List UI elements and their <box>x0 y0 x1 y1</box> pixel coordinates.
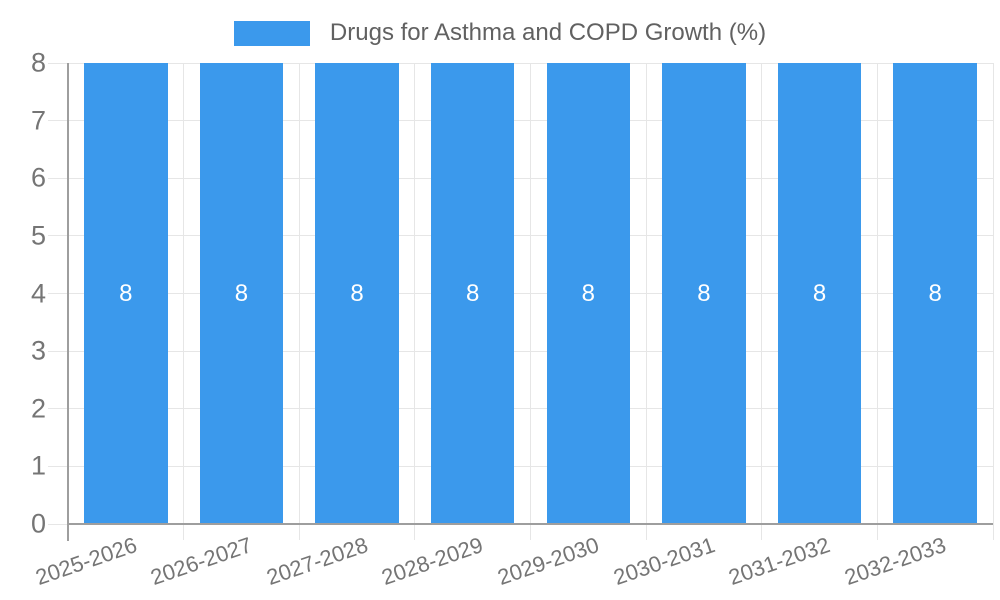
bar-2028-2029[interactable]: 8 <box>430 63 515 524</box>
bar-value-label: 8 <box>581 279 595 307</box>
x-axis-line <box>68 523 993 525</box>
y-axis-tick-label: 1 <box>30 450 46 481</box>
bar-value-label: 8 <box>697 279 711 307</box>
bar-2031-2032[interactable]: 8 <box>777 63 862 524</box>
bar-value-label: 8 <box>234 279 249 307</box>
y-gridline <box>48 177 993 179</box>
x-axis-tick-label: 2026-2027 <box>147 532 256 590</box>
y-axis-tick-label: 8 <box>30 47 46 78</box>
x-axis-tick-label: 2028-2029 <box>378 532 487 590</box>
y-axis-line <box>67 63 69 541</box>
bar-value-label: 8 <box>928 279 942 307</box>
y-gridline <box>48 465 993 467</box>
x-axis-tick-label: 2025-2026 <box>32 532 140 590</box>
x-gridline <box>298 63 300 540</box>
y-gridline <box>48 62 993 64</box>
x-gridline <box>992 63 994 540</box>
legend-series-label: Drugs for Asthma and COPD Growth (%) <box>329 19 767 46</box>
chart-legend[interactable]: Drugs for Asthma and COPD Growth (%) <box>0 19 1000 47</box>
y-gridline <box>48 408 993 410</box>
bar-2032-2033[interactable]: 8 <box>893 63 977 524</box>
bar-2025-2026[interactable]: 8 <box>84 63 168 524</box>
x-axis-tick-label: 2030-2031 <box>610 532 718 590</box>
x-axis-tick-label: 2027-2028 <box>263 532 371 590</box>
y-gridline <box>48 350 993 352</box>
y-axis-tick-label: 3 <box>30 335 46 366</box>
x-gridline <box>876 63 878 540</box>
y-axis-tick-label: 0 <box>30 508 46 539</box>
y-axis-tick-label: 6 <box>30 162 46 193</box>
y-axis-tick-label: 5 <box>30 220 46 251</box>
x-axis-tick-label: 2031-2032 <box>725 532 834 590</box>
x-gridline <box>761 63 763 540</box>
y-gridline <box>48 293 993 294</box>
y-axis-tick-label: 2 <box>30 393 46 424</box>
bar-value-label: 8 <box>466 279 480 307</box>
bar-value-label: 8 <box>119 279 133 307</box>
bar-2027-2028[interactable]: 8 <box>315 63 399 524</box>
bar-2026-2027[interactable]: 8 <box>199 63 284 524</box>
x-gridline <box>530 63 531 540</box>
bar-2029-2030[interactable]: 8 <box>546 63 631 524</box>
x-gridline <box>183 63 185 540</box>
bar-value-label: 8 <box>350 279 364 307</box>
x-gridline <box>414 63 416 540</box>
y-gridline <box>48 120 993 122</box>
x-gridline <box>645 63 647 540</box>
y-axis-tick-label: 7 <box>30 105 46 136</box>
bar-2030-2031[interactable]: 8 <box>662 63 746 524</box>
legend-swatch-icon <box>233 20 310 46</box>
x-axis-tick-label: 2032-2033 <box>841 532 950 590</box>
bar-value-label: 8 <box>812 279 827 307</box>
x-axis-tick-label: 2029-2030 <box>494 532 603 590</box>
y-axis-tick-label: 4 <box>30 278 46 308</box>
y-gridline <box>48 235 993 237</box>
